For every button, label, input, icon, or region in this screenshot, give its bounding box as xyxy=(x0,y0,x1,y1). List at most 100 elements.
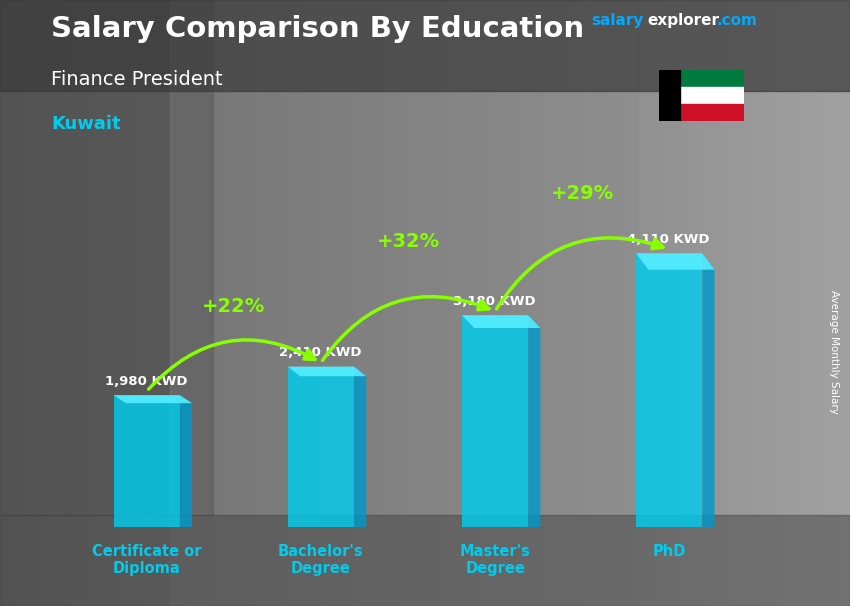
Polygon shape xyxy=(354,367,366,527)
Bar xyxy=(842,0,850,606)
Bar xyxy=(484,0,493,606)
Text: Kuwait: Kuwait xyxy=(51,115,121,133)
Bar xyxy=(646,0,654,606)
Bar xyxy=(366,0,374,606)
Bar xyxy=(706,0,714,606)
Bar xyxy=(468,0,476,606)
Bar xyxy=(298,0,306,606)
Bar xyxy=(756,0,765,606)
Bar xyxy=(382,0,391,606)
Polygon shape xyxy=(462,315,541,328)
Bar xyxy=(740,0,748,606)
Bar xyxy=(663,0,672,606)
Bar xyxy=(536,0,544,606)
Text: 2,410 KWD: 2,410 KWD xyxy=(279,346,361,359)
Bar xyxy=(659,87,744,104)
Bar xyxy=(68,0,76,606)
Bar xyxy=(578,0,586,606)
Text: 3,180 KWD: 3,180 KWD xyxy=(453,295,536,308)
Bar xyxy=(255,0,264,606)
Bar xyxy=(408,0,416,606)
Bar xyxy=(493,0,501,606)
Bar xyxy=(659,104,744,121)
Bar xyxy=(425,0,434,606)
Text: Average Monthly Salary: Average Monthly Salary xyxy=(829,290,839,413)
Bar xyxy=(510,0,518,606)
Bar xyxy=(238,0,246,606)
Text: .com: .com xyxy=(717,13,757,28)
Bar xyxy=(340,0,348,606)
Bar xyxy=(688,0,697,606)
Bar xyxy=(782,0,790,606)
Bar xyxy=(586,0,595,606)
Bar xyxy=(26,0,34,606)
Bar xyxy=(76,0,85,606)
Text: 1,980 KWD: 1,980 KWD xyxy=(105,375,188,388)
Bar xyxy=(416,0,425,606)
Bar xyxy=(187,0,196,606)
Bar xyxy=(323,0,332,606)
Text: +22%: +22% xyxy=(202,297,265,316)
Bar xyxy=(119,0,128,606)
Bar xyxy=(178,0,187,606)
Bar xyxy=(94,0,102,606)
Bar xyxy=(314,0,323,606)
Bar xyxy=(144,0,153,606)
Bar xyxy=(264,0,272,606)
Bar xyxy=(544,0,552,606)
Bar xyxy=(680,0,688,606)
Polygon shape xyxy=(528,315,541,527)
Bar xyxy=(638,0,646,606)
Bar xyxy=(765,0,774,606)
Bar xyxy=(816,0,824,606)
Bar xyxy=(221,0,230,606)
Bar xyxy=(824,0,833,606)
Bar xyxy=(722,0,731,606)
Bar xyxy=(42,0,51,606)
Bar xyxy=(162,0,170,606)
Bar xyxy=(620,0,629,606)
Text: +29%: +29% xyxy=(551,184,614,203)
Bar xyxy=(561,0,570,606)
Bar xyxy=(714,0,722,606)
Bar xyxy=(612,0,620,606)
Bar xyxy=(672,0,680,606)
Bar xyxy=(476,0,484,606)
Bar xyxy=(289,0,297,606)
Bar xyxy=(34,0,42,606)
Bar xyxy=(230,0,238,606)
Bar xyxy=(114,395,180,527)
Text: Salary Comparison By Education: Salary Comparison By Education xyxy=(51,15,584,43)
Bar xyxy=(280,0,289,606)
Bar xyxy=(288,367,354,527)
Bar xyxy=(450,0,459,606)
Polygon shape xyxy=(636,253,715,270)
Bar xyxy=(0,515,850,606)
Text: Finance President: Finance President xyxy=(51,70,223,88)
Bar xyxy=(502,0,510,606)
Bar xyxy=(153,0,162,606)
Bar xyxy=(604,0,612,606)
Bar xyxy=(374,0,382,606)
Bar xyxy=(659,70,744,87)
Bar xyxy=(0,0,850,91)
Bar xyxy=(246,0,255,606)
Bar xyxy=(790,0,799,606)
Bar xyxy=(391,0,399,606)
Bar xyxy=(400,0,408,606)
Polygon shape xyxy=(659,70,680,121)
Bar xyxy=(799,0,808,606)
Bar xyxy=(0,0,8,606)
Bar xyxy=(85,0,94,606)
Bar xyxy=(102,0,110,606)
Bar xyxy=(0,0,212,515)
Bar xyxy=(527,0,536,606)
Bar xyxy=(629,0,638,606)
Bar xyxy=(8,0,17,606)
Bar xyxy=(212,0,221,606)
Bar xyxy=(332,0,340,606)
Bar xyxy=(128,0,136,606)
Bar xyxy=(731,0,740,606)
Text: explorer: explorer xyxy=(648,13,720,28)
Bar xyxy=(748,0,756,606)
